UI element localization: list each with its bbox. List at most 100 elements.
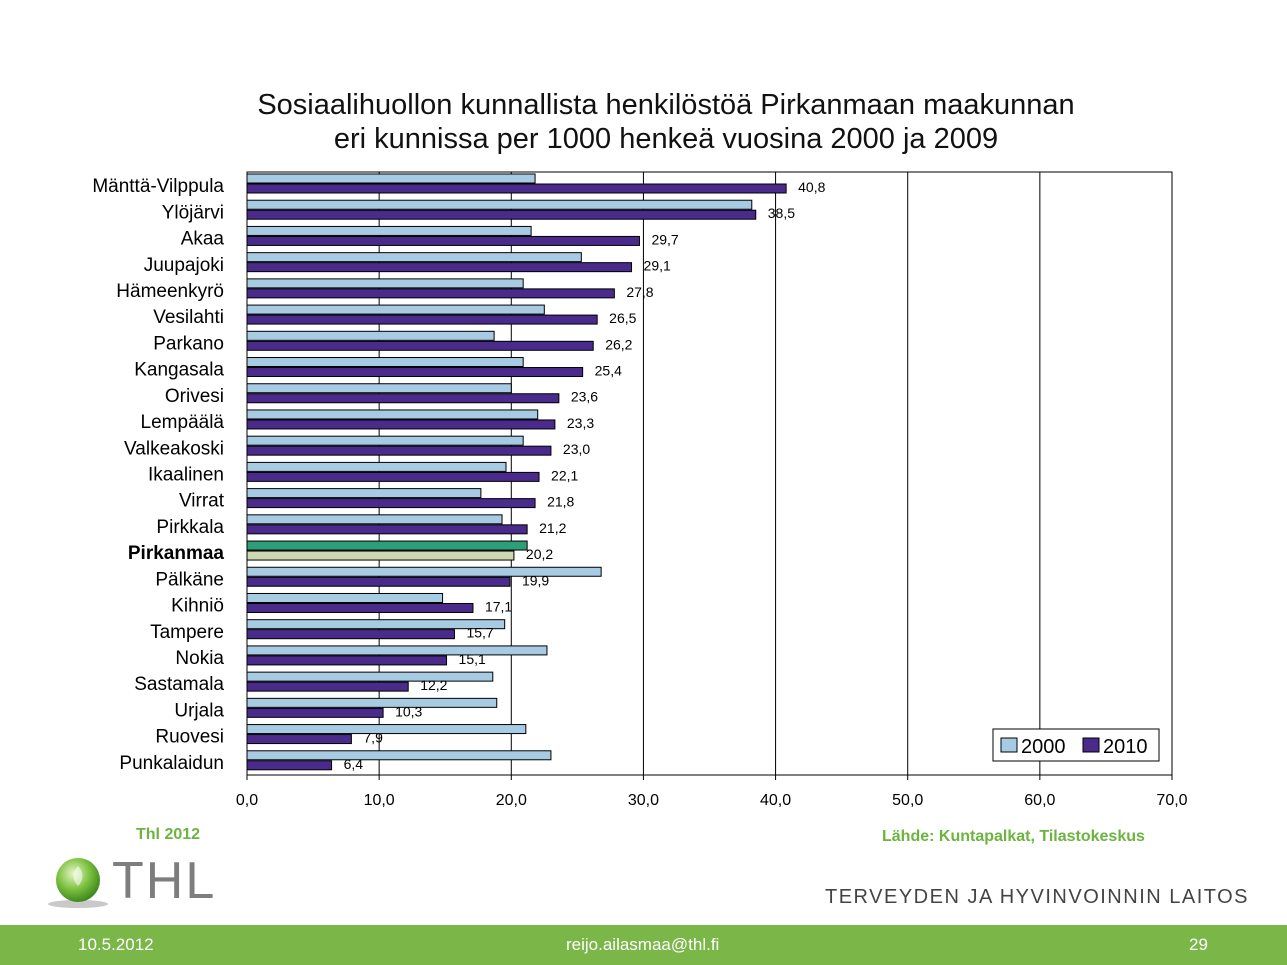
bar-2010 — [246, 629, 455, 640]
bar-2000 — [246, 435, 524, 446]
bar-2000 — [246, 383, 512, 394]
bar-2000 — [246, 488, 482, 499]
bar-2010 — [246, 288, 615, 299]
category-label: Tampere — [150, 622, 224, 643]
bar-2010 — [246, 393, 560, 404]
x-tick-label: 40,0 — [760, 792, 791, 809]
bar-2000 — [246, 409, 539, 420]
legend-swatch-2010 — [1082, 737, 1100, 753]
bar-2000 — [246, 225, 532, 236]
category-label: Ylöjärvi — [162, 202, 224, 223]
data-label-2010: 38,5 — [768, 205, 795, 221]
footer-email: reijo.ailasmaa@thl.fi — [566, 935, 720, 954]
bar-2000 — [246, 566, 602, 577]
legend-label-2000: 2000 — [1021, 736, 1066, 758]
data-label-2010: 19,9 — [522, 572, 549, 588]
category-label: Kihniö — [171, 596, 224, 617]
category-label: Virrat — [179, 491, 225, 512]
data-label-2010: 27,8 — [626, 284, 653, 300]
bar-2010 — [246, 602, 474, 613]
bar-2010 — [246, 183, 787, 194]
bar-2000 — [246, 278, 524, 289]
data-label-2010: 25,4 — [595, 363, 622, 379]
data-label-2010: 20,2 — [526, 546, 553, 562]
category-label: Mänttä-Vilppula — [92, 176, 224, 197]
bar-2000 — [246, 540, 528, 551]
bar-2000 — [246, 173, 536, 184]
x-tick-label: 0,0 — [236, 792, 258, 809]
legend-label-2010: 2010 — [1103, 736, 1148, 758]
category-label: Kangasala — [134, 360, 224, 381]
footer-page-number: 29 — [1189, 935, 1208, 954]
bar-2010 — [246, 550, 515, 561]
institute-name: TERVEYDEN JA HYVINVOINNIN LAITOS — [825, 886, 1250, 908]
x-tick-label: 20,0 — [496, 792, 527, 809]
category-label: Nokia — [175, 648, 224, 669]
bar-2010 — [246, 576, 511, 587]
data-label-2010: 12,2 — [420, 677, 447, 693]
category-label: Sastamala — [134, 674, 224, 695]
data-label-2010: 7,9 — [363, 730, 383, 746]
legend: 2000 2010 — [992, 728, 1160, 762]
thl-logo-icon — [48, 858, 108, 908]
data-label-2010: 22,1 — [551, 467, 578, 483]
bar-2000 — [246, 461, 507, 472]
bar-2010 — [246, 681, 409, 692]
bar-2000 — [246, 357, 524, 368]
chart-title-line-2: eri kunnissa per 1000 henkeä vuosina 200… — [333, 123, 999, 155]
bar-2000 — [246, 252, 582, 263]
chart-title-line-1: Sosiaalihuollon kunnallista henkilöstöä … — [257, 89, 1075, 121]
data-label-2010: 21,8 — [547, 494, 574, 510]
x-tick-label: 50,0 — [892, 792, 923, 809]
category-label: Lempäälä — [141, 412, 225, 433]
bar-2000 — [246, 304, 545, 315]
bar-chart: 0,0 10,0 20,0 30,0 40,0 50,0 60,0 70,0 40,8 Mäntt… — [92, 171, 1188, 809]
x-tick-label: 30,0 — [628, 792, 659, 809]
category-label: Orivesi — [165, 386, 224, 407]
data-label-2010: 23,0 — [563, 441, 590, 457]
data-label-2010: 29,7 — [651, 231, 678, 247]
category-label: Ruovesi — [155, 727, 224, 748]
category-label: Juupajoki — [144, 255, 224, 276]
bar-2000 — [246, 199, 753, 210]
bar-2010 — [246, 707, 384, 718]
bar-2000 — [246, 619, 506, 630]
bar-2010 — [246, 760, 333, 771]
bar-2000 — [246, 514, 503, 525]
bar-2010 — [246, 209, 757, 220]
category-label: Ikaalinen — [148, 465, 224, 486]
category-label: Parkano — [153, 333, 224, 354]
category-label: Pirkanmaa — [128, 543, 225, 564]
data-label-2010: 15,1 — [459, 651, 486, 667]
legend-box — [992, 728, 1160, 762]
data-label-2010: 26,5 — [609, 310, 636, 326]
category-label: Pirkkala — [156, 517, 224, 538]
footer-date: 10.5.2012 — [78, 935, 154, 954]
data-label-2010: 6,4 — [344, 756, 364, 772]
data-label-2010: 10,3 — [395, 703, 422, 719]
category-label: Punkalaidun — [119, 753, 224, 774]
data-label-2010: 23,3 — [567, 415, 594, 431]
bar-2010 — [246, 655, 448, 666]
bar-2010 — [246, 471, 540, 482]
x-tick-label: 70,0 — [1156, 792, 1187, 809]
bar-2010 — [246, 367, 584, 378]
bar-2000 — [246, 645, 548, 656]
footer-bar: 10.5.2012 reijo.ailasmaa@thl.fi 29 — [0, 925, 1287, 965]
data-label-2010: 40,8 — [798, 179, 825, 195]
data-label-2010: 26,2 — [605, 336, 632, 352]
bar-2000 — [246, 330, 495, 341]
bar-2000 — [246, 592, 444, 603]
source-right: Lähde: Kuntapalkat, Tilastokeskus — [882, 828, 1145, 845]
bar-2010 — [246, 340, 594, 351]
source-left: Thl 2012 — [136, 826, 201, 843]
bar-2000 — [246, 750, 552, 761]
bar-2000 — [246, 671, 494, 682]
bar-2010 — [246, 524, 528, 535]
bar-2010 — [246, 314, 598, 325]
data-label-2010: 23,6 — [571, 389, 598, 405]
bar-2000 — [246, 697, 498, 708]
category-label: Valkeakoski — [124, 438, 224, 459]
category-label: Akaa — [181, 229, 225, 250]
bar-2010 — [246, 445, 552, 456]
